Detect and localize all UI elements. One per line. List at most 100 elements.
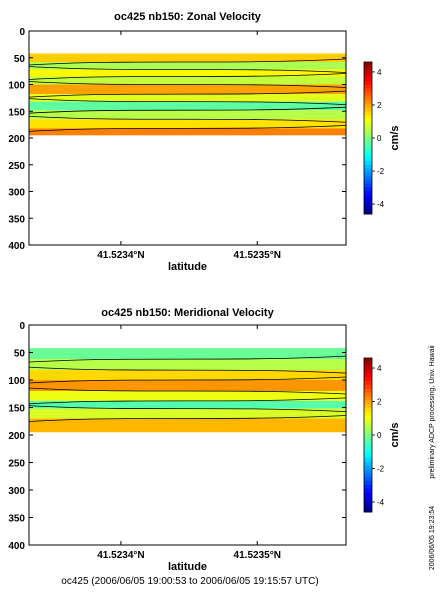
colorbar-label: cm/s (389, 422, 401, 447)
velocity-band (29, 110, 346, 120)
colorbar-segment (364, 400, 372, 405)
y-tick-label: 400 (8, 241, 25, 252)
colorbar-segment (364, 465, 372, 471)
x-tick-label: 41.5235°N (234, 550, 281, 561)
colorbar-segment (364, 145, 372, 150)
colorbar-segment (364, 442, 372, 448)
velocity-band (29, 94, 346, 102)
colorbar-tick-label: -2 (377, 167, 385, 176)
colorbar-segment (364, 176, 372, 181)
y-tick-label: 50 (14, 54, 26, 65)
colorbar-tick-label: -2 (377, 464, 385, 473)
colorbar-segment (364, 461, 372, 467)
colorbar-tick-label: 4 (377, 364, 382, 373)
colorbar-segment (364, 198, 372, 204)
colorbar-tick-label: 2 (377, 101, 382, 110)
colorbar-segment (364, 411, 372, 417)
chart-panel-2: oc425 nb150: Meridional Velocity 0 50 100 15… (8, 307, 401, 573)
colorbar-segment (364, 361, 372, 367)
y-tick-label: 250 (8, 161, 25, 172)
colorbar-tick-label: -4 (377, 200, 385, 209)
y-tick-label: 100 (8, 81, 25, 92)
colorbar-segment (364, 202, 372, 207)
colorbar-segment (364, 160, 372, 166)
colorbar-segment (364, 191, 372, 196)
velocity-band (29, 380, 346, 391)
y-tick-label: 350 (8, 514, 25, 525)
contour-line (28, 66, 347, 73)
side-timestamp: 2006/06/05 19:23:54 (429, 506, 436, 570)
colorbar-segment (364, 153, 372, 158)
colorbar-segment (364, 149, 372, 154)
y-tick-label: 150 (8, 107, 25, 118)
velocity-band (29, 370, 346, 380)
x-tick-label: 41.5234°N (97, 250, 144, 261)
contour-line (28, 58, 347, 66)
colorbar-segment (364, 172, 372, 177)
colorbar-segment (364, 65, 372, 71)
contour-line (28, 98, 347, 106)
contour-line (28, 73, 347, 80)
colorbar-segment (364, 373, 372, 378)
y-tick-label: 0 (19, 321, 25, 332)
colorbar-segment (364, 492, 372, 498)
colorbar-segment (364, 485, 372, 490)
colorbar-segment (364, 358, 372, 363)
colorbar-segment (364, 481, 372, 486)
velocity-band (29, 418, 346, 433)
x-axis-label: latitude (168, 561, 207, 573)
contour-line (28, 90, 347, 98)
y-tick-label: 100 (8, 376, 25, 387)
y-tick-label: 250 (8, 459, 25, 470)
colorbar-label: cm/s (389, 125, 401, 150)
colorbar-segment (364, 431, 372, 436)
contour-line (28, 106, 347, 114)
chart-title: oc425 nb150: Meridional Velocity (101, 307, 274, 319)
velocity-band (29, 119, 346, 129)
colorbar-tick-label: 2 (377, 398, 382, 407)
colorbar-segment (364, 438, 372, 444)
colorbar-segment (364, 81, 372, 86)
colorbar-segment (364, 369, 372, 374)
colorbar-segment (364, 408, 372, 413)
colorbar-segment (364, 210, 372, 215)
velocity-band (29, 391, 346, 401)
colorbar-segment (364, 508, 372, 513)
colorbar-segment (364, 427, 372, 432)
colorbar-segment (364, 504, 372, 509)
colorbar-segment (364, 84, 372, 90)
colorbar-segment (364, 392, 372, 397)
colorbar-segment (364, 69, 372, 74)
colorbar-segment (364, 496, 372, 501)
velocity-band (29, 128, 346, 136)
velocity-band (29, 359, 346, 371)
colorbar-segment (364, 157, 372, 162)
velocity-band (29, 62, 346, 70)
y-tick-label: 0 (19, 27, 25, 38)
contour-line (28, 366, 347, 374)
colorbar-segment (364, 473, 372, 478)
colorbar-segment (364, 206, 372, 211)
y-tick-label: 400 (8, 541, 25, 552)
velocity-band (29, 69, 346, 77)
colorbar-segment (364, 450, 372, 455)
contour-line (28, 405, 347, 412)
colorbar-segment (364, 130, 372, 135)
colorbar-segment (364, 115, 372, 120)
colorbar-tick-label: 0 (377, 431, 382, 440)
colorbar-segment (364, 111, 372, 116)
colorbar-segment (364, 423, 372, 428)
colorbar-segment (364, 419, 372, 424)
chart-panel-1: oc425 nb150: Zonal Velocity 0 50 100 150 200 2… (8, 11, 401, 273)
velocity-band (29, 348, 346, 360)
colorbar-segment (364, 458, 372, 463)
chart-title: oc425 nb150: Zonal Velocity (114, 11, 262, 23)
colorbar-segment (364, 134, 372, 139)
colorbar-segment (364, 396, 372, 401)
colorbar-segment (364, 377, 372, 382)
colorbar-segment (364, 179, 372, 185)
colorbar-segment (364, 168, 372, 173)
contour-line (28, 397, 347, 405)
colorbar-segment (364, 365, 372, 371)
colorbar-segment (364, 100, 372, 105)
